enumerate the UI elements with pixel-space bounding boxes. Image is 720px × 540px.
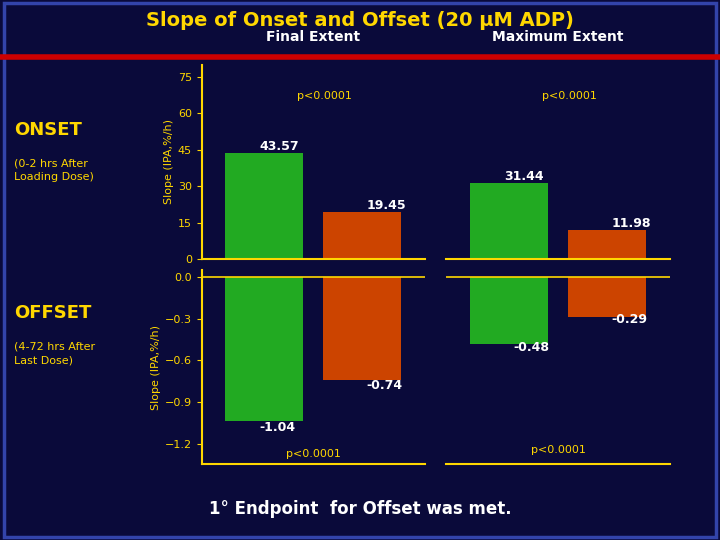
Text: p<0.0001: p<0.0001 <box>531 446 585 455</box>
Text: Ticagrelor: Ticagrelor <box>477 273 541 283</box>
Text: p<0.0001: p<0.0001 <box>286 449 341 460</box>
Text: (0-2 hrs After
Loading Dose): (0-2 hrs After Loading Dose) <box>14 158 94 182</box>
Bar <box>323 212 401 259</box>
Text: Final Extent: Final Extent <box>266 30 360 44</box>
Text: 11.98: 11.98 <box>611 217 651 230</box>
Text: 31.44: 31.44 <box>505 170 544 183</box>
Text: Maximum Extent: Maximum Extent <box>492 30 624 44</box>
Y-axis label: Slope (IPA,%/h): Slope (IPA,%/h) <box>163 119 174 205</box>
Text: -0.48: -0.48 <box>513 341 549 354</box>
Text: 1° Endpoint  for Offset was met.: 1° Endpoint for Offset was met. <box>209 500 511 518</box>
Text: -1.04: -1.04 <box>260 421 296 434</box>
Text: p<0.0001: p<0.0001 <box>297 91 352 101</box>
Text: ONSET: ONSET <box>14 120 82 139</box>
Text: 19.45: 19.45 <box>366 199 406 212</box>
Bar <box>568 277 646 317</box>
Text: (4-72 hrs After
Last Dose): (4-72 hrs After Last Dose) <box>14 342 96 366</box>
Text: Slope of Onset and Offset (20 μM ADP): Slope of Onset and Offset (20 μM ADP) <box>146 11 574 30</box>
Text: OFFSET: OFFSET <box>14 304 91 322</box>
Bar <box>568 230 646 259</box>
Bar <box>225 277 303 421</box>
Text: 43.57: 43.57 <box>260 140 300 153</box>
Text: -0.74: -0.74 <box>366 380 403 393</box>
Bar <box>470 183 548 259</box>
Text: Clopidogrel: Clopidogrel <box>327 273 398 283</box>
Text: Clopidogrel: Clopidogrel <box>572 273 643 283</box>
Y-axis label: Slope (IPA,%/h): Slope (IPA,%/h) <box>150 325 161 410</box>
Bar <box>225 153 303 259</box>
Text: p<0.0001: p<0.0001 <box>541 91 597 101</box>
Text: -0.29: -0.29 <box>611 313 647 326</box>
Bar <box>470 277 548 343</box>
Text: Ticagrelor: Ticagrelor <box>233 273 296 283</box>
Bar <box>323 277 401 380</box>
